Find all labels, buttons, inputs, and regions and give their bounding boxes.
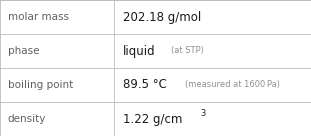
Text: (at STP): (at STP) xyxy=(170,47,203,55)
Text: density: density xyxy=(8,114,46,124)
Text: (measured at 1600 Pa): (measured at 1600 Pa) xyxy=(185,81,280,89)
Text: 89.5 °C: 89.5 °C xyxy=(123,78,167,92)
Text: boiling point: boiling point xyxy=(8,80,73,90)
Text: 3: 3 xyxy=(200,109,206,118)
Text: phase: phase xyxy=(8,46,39,56)
Text: molar mass: molar mass xyxy=(8,12,69,22)
Text: 202.18 g/mol: 202.18 g/mol xyxy=(123,10,201,24)
Text: liquid: liquid xyxy=(123,44,156,58)
Text: 1.22 g/cm: 1.22 g/cm xyxy=(123,112,182,126)
